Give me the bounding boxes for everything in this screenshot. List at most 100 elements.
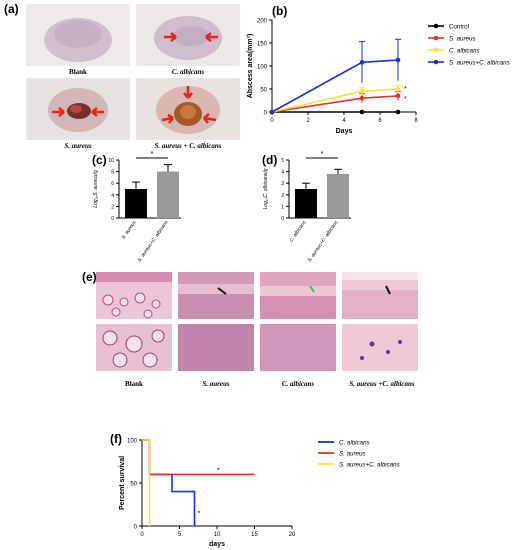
panel-label-a: (a) (4, 2, 19, 16)
x-tick-label: S. aureus (120, 219, 137, 240)
caption-e-s-aureus: S. aureus (202, 380, 230, 388)
y-tick-label: 100 (257, 65, 268, 71)
bar (295, 189, 317, 218)
bar (327, 173, 349, 218)
y-tick-label: 3 (281, 181, 284, 187)
legend-marker (433, 59, 439, 65)
significance-star: * (404, 86, 407, 93)
red-arrow-icon (203, 113, 217, 124)
bar (125, 189, 147, 218)
data-point (395, 86, 401, 92)
significance-star: * (151, 151, 154, 158)
survival-line (142, 439, 151, 526)
histo-combo-top (342, 272, 418, 319)
chart-b: 0 50 100 150 200 0 2 4 6 8 Days Abscess area(mm²) Co… (247, 19, 510, 136)
x-tick-label: 5 (178, 532, 182, 538)
x-tick-label: S. aureus+C. albicans (137, 219, 170, 263)
panel-label-d: (d) (262, 153, 278, 167)
panel-label-b: (b) (272, 4, 288, 18)
y-tick-label: 150 (257, 42, 268, 48)
x-tick-label: S. aureus+C. albicans (307, 219, 340, 263)
legend-label: S. aureus+C. albicans (339, 462, 400, 469)
y-tick-label: 10 (108, 158, 114, 164)
legend-marker (433, 23, 439, 29)
survival-line (142, 439, 255, 476)
histo-s-aureus-top (178, 272, 254, 319)
legend-marker (433, 47, 439, 53)
y-tick-label: 5 (281, 158, 284, 164)
panel-label-c: (c) (92, 153, 107, 167)
series-line (271, 59, 399, 113)
significance-star: * (404, 96, 407, 103)
y-tick-label: 4 (281, 170, 284, 176)
histo-s-aureus-bottom (178, 324, 254, 371)
caption-blank: Blank (69, 68, 87, 76)
data-point (269, 109, 275, 115)
y-tick-label: 2 (111, 204, 114, 210)
y-tick-label: 50 (260, 88, 267, 94)
data-point (395, 109, 401, 115)
y-axis-label: Abscess area(mm²) (247, 34, 254, 99)
y-tick-label: 6 (111, 181, 114, 187)
x-tick-label: C. albicans (289, 219, 308, 243)
y-axis-label: Log₁₀C. albicans/g (263, 168, 269, 209)
caption-e-c-albicans: C. albicans (281, 380, 315, 388)
y-tick-label: 100 (127, 439, 138, 445)
y-axis-label: Percent survival (119, 456, 126, 510)
x-tick-label: 0 (270, 118, 274, 124)
y-tick-label: 50 (130, 482, 137, 488)
y-tick-label: 200 (257, 19, 268, 25)
photo-s-aureus (26, 78, 130, 140)
significance-star: * (198, 511, 201, 518)
y-tick-label: 8 (111, 170, 114, 176)
x-axis-label: Days (336, 128, 353, 135)
panel-label-e: (e) (82, 270, 97, 284)
y-tick-label: 0 (264, 111, 268, 117)
photo-c-albicans (136, 4, 240, 66)
x-axis-label: days (209, 541, 225, 548)
histo-c-albicans-bottom (260, 324, 336, 371)
red-arrow-icon (164, 32, 177, 42)
red-arrow-icon (183, 86, 193, 99)
legend-label: S. aureus (339, 451, 365, 458)
y-tick-label: 0 (134, 525, 138, 531)
y-tick-label: 1 (281, 204, 284, 210)
legend-label: Control (449, 24, 469, 31)
bar (157, 171, 179, 218)
x-tick-label: 10 (214, 532, 221, 538)
caption-s-aureus: S. aureus (64, 142, 92, 150)
data-point (359, 95, 365, 101)
legend-label: C. albicans (339, 440, 370, 447)
y-tick-label: 0 (111, 216, 114, 222)
x-tick-label: 0 (140, 532, 144, 538)
histo-combo-bottom (342, 324, 418, 371)
red-arrow-icon (205, 32, 218, 42)
y-tick-label: 2 (281, 193, 284, 199)
legend-label: S. aureus+C. albicans (449, 60, 510, 67)
significance-star: * (217, 467, 220, 474)
x-tick-label: 20 (289, 532, 296, 538)
data-point (359, 89, 365, 94)
caption-c-albicans: C. albicans (171, 68, 205, 76)
panel-label-f: (f) (110, 432, 122, 446)
y-axis-label: Log₁₀S. aureus/g (93, 170, 99, 208)
x-tick-label: 15 (251, 532, 258, 538)
data-point (395, 57, 401, 63)
caption-s-aureus-c-albicans: S. aureus + C. albicans (154, 142, 222, 150)
x-tick-label: 6 (378, 118, 382, 124)
red-arrow-icon (52, 107, 65, 117)
red-arrow-icon (161, 113, 174, 124)
data-point (359, 109, 365, 115)
x-tick-label: 8 (414, 118, 418, 124)
legend-label: S. aureus (449, 36, 475, 43)
photo-s-aureus-c-albicans (136, 78, 240, 140)
legend-marker (433, 35, 439, 41)
y-tick-label: 4 (111, 193, 114, 199)
chart-f: 0 50 100 0 5 10 15 20 days Percent survival C. alb… (119, 439, 400, 549)
data-point (395, 93, 401, 99)
histo-blank-bottom (96, 324, 172, 371)
data-point (359, 60, 365, 65)
x-tick-label: 2 (306, 118, 310, 124)
